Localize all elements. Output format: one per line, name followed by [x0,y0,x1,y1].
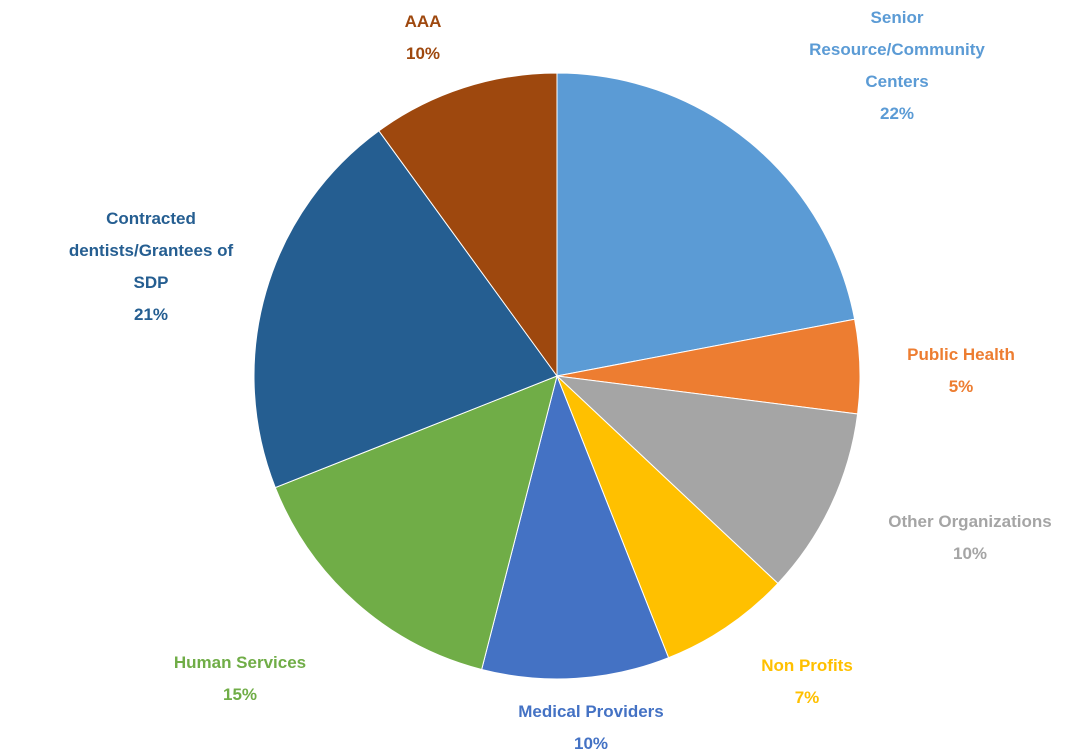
value-label: 10% [405,44,441,63]
value-label: 22% [879,104,915,123]
category-name: AAA [404,12,442,31]
category-name: Senior Resource/Community Centers [809,8,985,91]
category-name: Non Profits [761,656,853,675]
value-label: 7% [794,688,820,707]
slice-label: Human Services 15% [110,647,370,711]
slice-label: Senior Resource/Community Centers 22% [797,2,997,130]
pie-slice [274,375,558,671]
category-name: Medical Providers [518,702,664,721]
value-label: 5% [948,377,974,396]
category-name: Human Services [173,653,307,672]
slice-label: Contracted dentists/Grantees of SDP 21% [56,203,246,331]
slice-label: AAA 10% [343,6,503,70]
value-label: 10% [952,544,988,563]
category-name: Contracted dentists/Grantees of SDP [68,209,234,292]
category-name: Other Organizations [888,512,1052,531]
slice-label: Public Health 5% [831,339,1083,403]
pie-slice [556,375,779,659]
pie-slice [556,72,856,377]
pie-slice [481,374,670,680]
pie-slice [253,130,558,489]
value-label: 15% [222,685,258,704]
value-label: 21% [133,305,169,324]
slice-label: Non Profits 7% [707,650,907,714]
pie-slice [555,375,859,585]
slice-label: Medical Providers 10% [461,696,721,753]
slice-label: Other Organizations 10% [840,506,1083,570]
value-label: 10% [573,734,609,753]
category-name: Public Health [907,345,1015,364]
pie-slice [378,72,558,378]
